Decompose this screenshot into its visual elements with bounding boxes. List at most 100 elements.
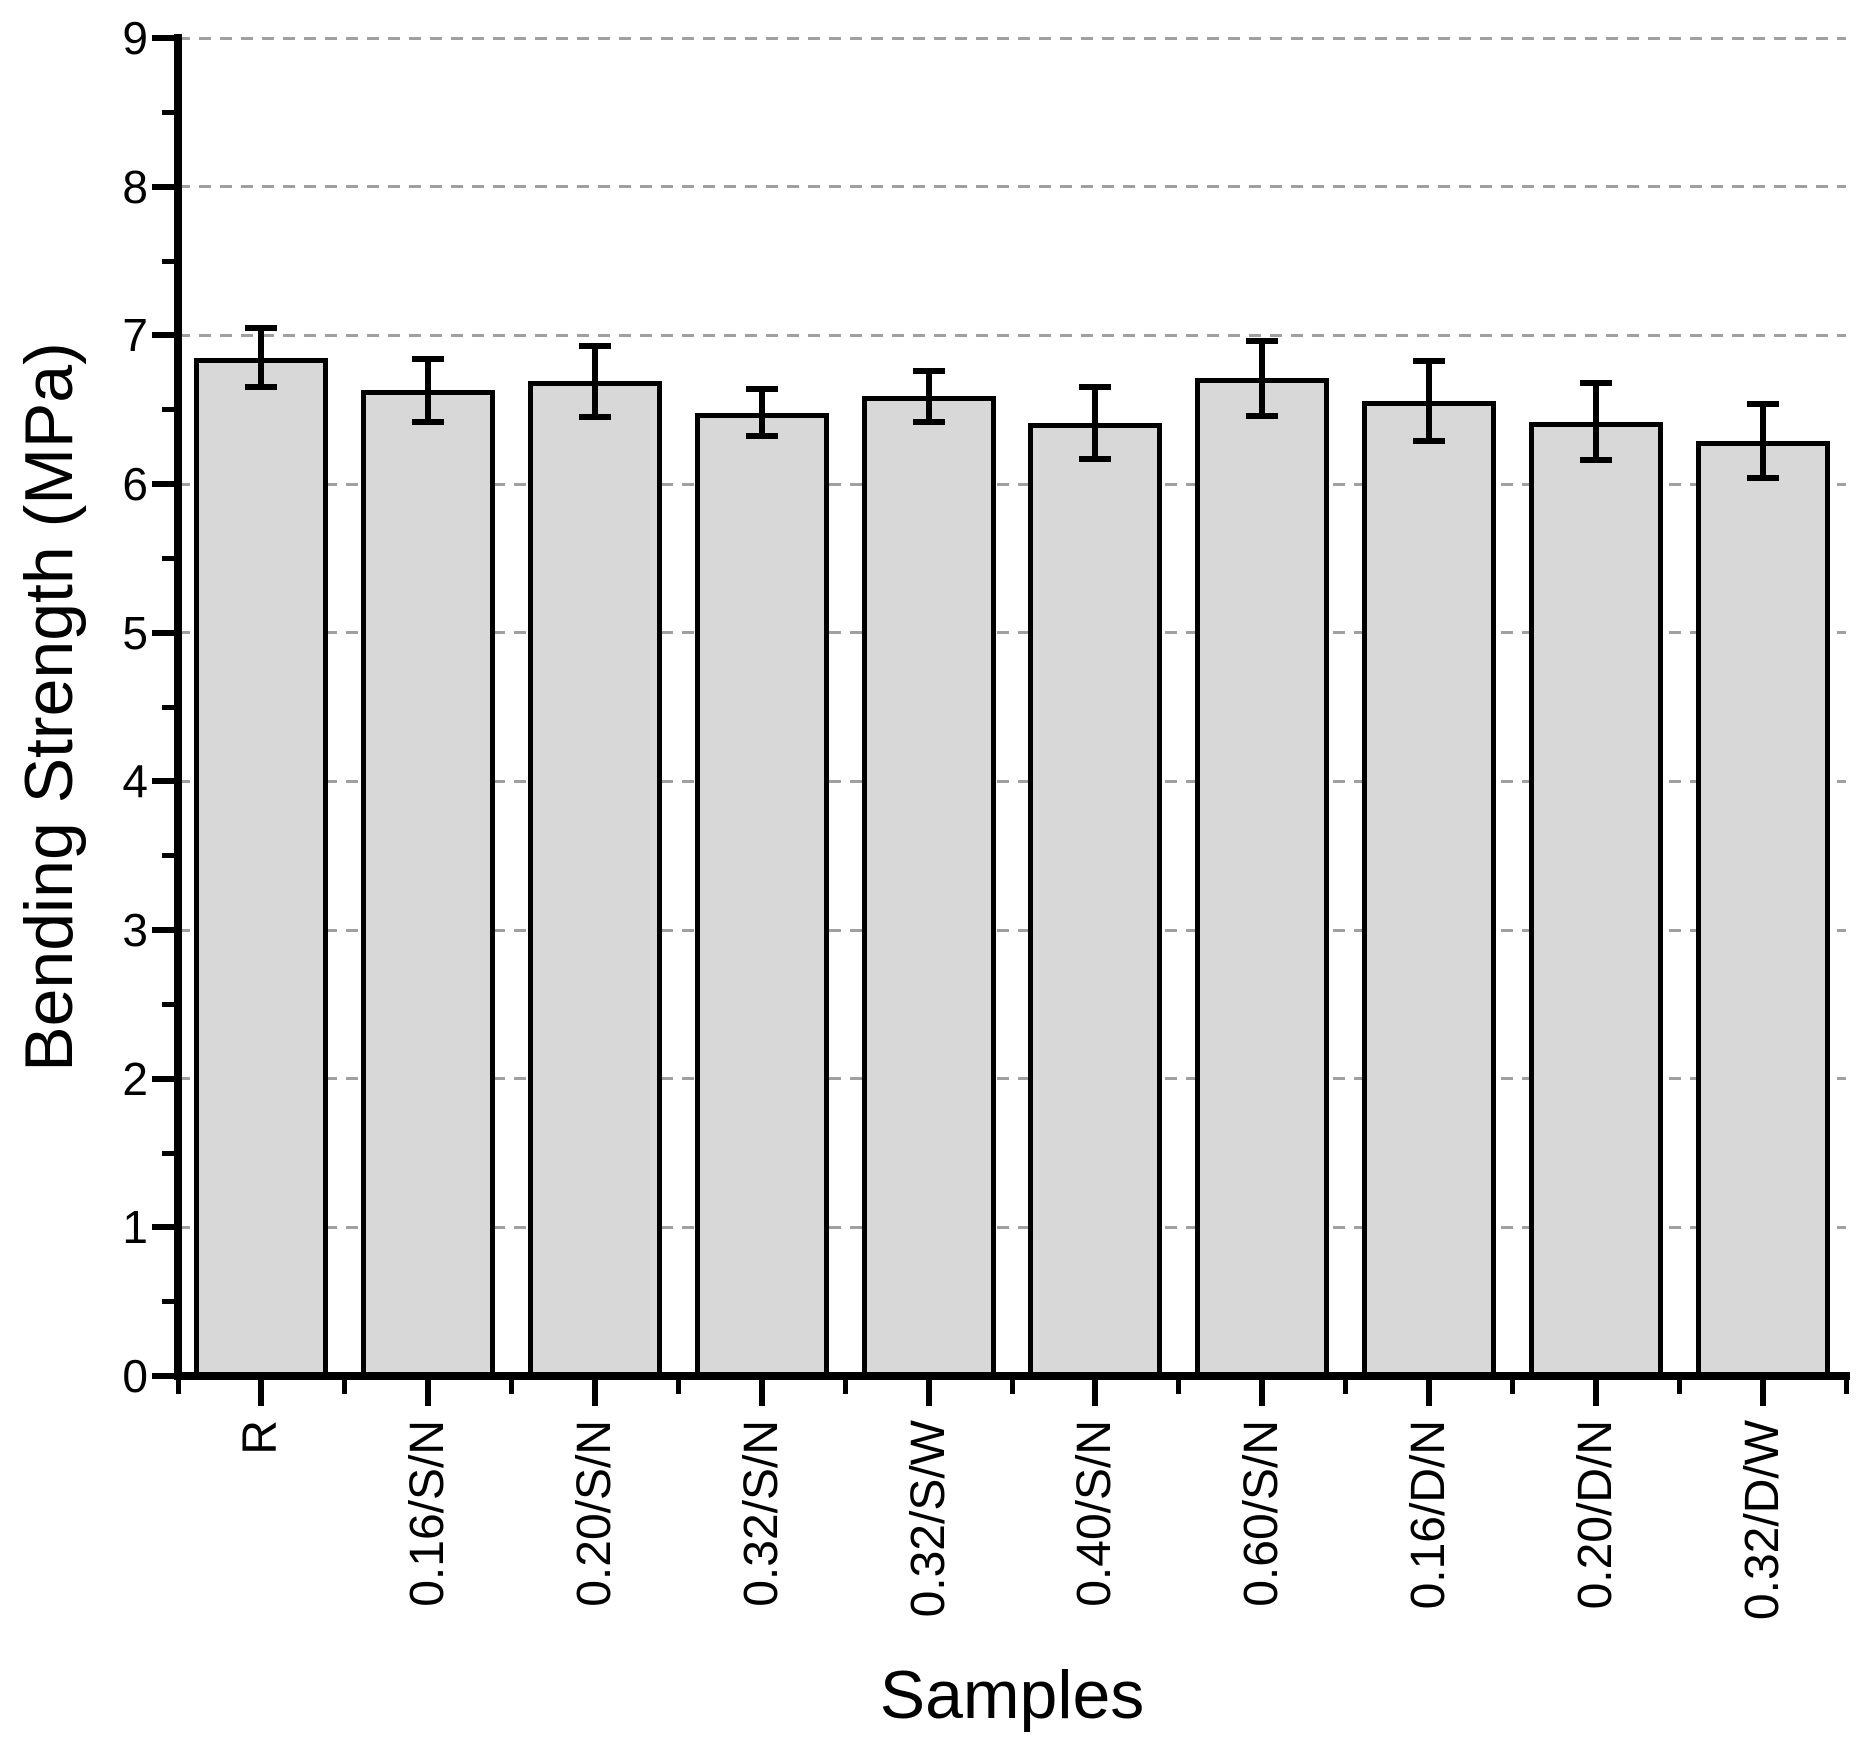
error-bar-line bbox=[258, 324, 265, 391]
bar bbox=[1195, 378, 1330, 1380]
y-major-tick bbox=[152, 481, 174, 487]
x-minor-tick bbox=[842, 1380, 848, 1394]
y-gridline bbox=[178, 185, 1846, 189]
y-tick-label: 4 bbox=[122, 755, 148, 808]
y-major-tick bbox=[152, 629, 174, 636]
error-bar-cap-bottom bbox=[1413, 437, 1445, 444]
x-minor-tick bbox=[342, 1380, 348, 1394]
y-tick-label: 5 bbox=[122, 606, 148, 659]
error-bar-cap-top bbox=[1413, 357, 1445, 364]
y-gridline bbox=[178, 482, 1846, 486]
x-tick-label: 0.20/D/N bbox=[1568, 1420, 1622, 1610]
y-major-tick bbox=[152, 1224, 174, 1231]
error-bar-line bbox=[1592, 379, 1599, 464]
y-minor-tick bbox=[162, 853, 174, 859]
y-tick-label: 1 bbox=[122, 1201, 148, 1254]
y-gridline bbox=[178, 779, 1846, 783]
x-minor-tick bbox=[1843, 1380, 1849, 1394]
x-major-tick bbox=[1592, 1380, 1599, 1406]
error-bar-cap-top bbox=[745, 385, 778, 392]
x-minor-tick bbox=[1176, 1380, 1182, 1394]
bar bbox=[861, 396, 996, 1380]
x-tick-label: 0.20/S/N bbox=[568, 1420, 621, 1607]
x-minor-tick bbox=[1343, 1380, 1349, 1394]
x-tick-label: 0.32/S/W bbox=[901, 1420, 955, 1618]
x-major-tick bbox=[758, 1380, 765, 1406]
y-tick-label: 8 bbox=[122, 160, 148, 213]
bar bbox=[194, 357, 329, 1380]
x-major-tick bbox=[592, 1380, 598, 1406]
error-bar-line bbox=[425, 356, 432, 425]
x-major-tick bbox=[1426, 1380, 1432, 1406]
y-gridline bbox=[178, 333, 1846, 337]
y-minor-tick bbox=[162, 1150, 174, 1156]
error-bar-cap-bottom bbox=[1746, 475, 1779, 482]
y-minor-tick bbox=[162, 704, 174, 710]
error-bar-cap-bottom bbox=[1079, 455, 1112, 462]
y-minor-tick bbox=[162, 555, 174, 561]
error-bar-cap-bottom bbox=[1579, 457, 1612, 464]
error-bar-line bbox=[1426, 357, 1432, 444]
y-tick-label: 3 bbox=[122, 904, 148, 956]
bar bbox=[1362, 400, 1496, 1380]
y-minor-tick bbox=[162, 407, 174, 413]
error-bar-cap-top bbox=[1246, 338, 1279, 345]
error-bar-line bbox=[1259, 338, 1266, 419]
y-tick-label: 7 bbox=[122, 309, 148, 362]
error-bar-line bbox=[1092, 384, 1099, 462]
x-axis-title: Samples bbox=[879, 1657, 1145, 1733]
x-tick-label: R bbox=[234, 1420, 288, 1455]
bar bbox=[1528, 421, 1663, 1380]
x-minor-tick bbox=[675, 1380, 681, 1394]
error-bar-cap-bottom bbox=[245, 384, 278, 391]
error-bar-cap-top bbox=[912, 368, 945, 374]
x-major-tick bbox=[258, 1380, 265, 1406]
x-tick-label: 0.16/D/N bbox=[1402, 1420, 1455, 1610]
error-bar-cap-top bbox=[1579, 379, 1612, 386]
x-tick-label: 0.32/S/N bbox=[734, 1420, 788, 1607]
bar bbox=[694, 412, 829, 1380]
y-minor-tick bbox=[162, 109, 174, 115]
x-major-tick bbox=[925, 1380, 932, 1406]
error-bar-line bbox=[1759, 400, 1766, 482]
y-minor-tick bbox=[162, 1299, 174, 1305]
error-bar-cap-top bbox=[412, 356, 445, 363]
y-major-tick bbox=[152, 1373, 174, 1379]
y-major-tick bbox=[152, 927, 174, 933]
y-axis-title: Bending Strength (MPa) bbox=[11, 342, 87, 1072]
error-bar-cap-bottom bbox=[1246, 412, 1279, 419]
x-major-tick bbox=[1259, 1380, 1266, 1406]
error-bar-line bbox=[758, 385, 765, 440]
y-major-tick bbox=[152, 183, 174, 190]
x-minor-tick bbox=[509, 1380, 515, 1394]
x-minor-tick bbox=[175, 1380, 181, 1394]
y-tick-label: 9 bbox=[122, 12, 148, 64]
y-gridline bbox=[178, 1225, 1846, 1229]
y-minor-tick bbox=[162, 258, 174, 264]
y-axis-spine bbox=[174, 34, 182, 1380]
bar bbox=[528, 381, 662, 1380]
error-bar-cap-top bbox=[245, 324, 278, 331]
bar bbox=[361, 390, 496, 1380]
y-tick-label: 2 bbox=[122, 1052, 148, 1105]
y-gridline bbox=[178, 631, 1846, 635]
y-gridline bbox=[178, 36, 1846, 40]
error-bar-cap-bottom bbox=[745, 433, 778, 440]
y-major-tick bbox=[152, 1075, 174, 1082]
y-gridline bbox=[178, 928, 1846, 932]
bar bbox=[1028, 423, 1163, 1380]
y-tick-label: 0 bbox=[122, 1350, 148, 1402]
x-tick-label: 0.60/S/N bbox=[1235, 1420, 1289, 1607]
error-bar-cap-top bbox=[579, 342, 611, 349]
x-axis-spine bbox=[174, 1372, 1850, 1380]
x-major-tick bbox=[1092, 1380, 1099, 1406]
bar bbox=[1695, 440, 1830, 1380]
error-bar-cap-top bbox=[1746, 400, 1779, 407]
x-tick-label: 0.40/S/N bbox=[1068, 1420, 1122, 1607]
y-major-tick bbox=[152, 35, 174, 41]
error-bar-cap-top bbox=[1079, 384, 1112, 391]
y-minor-tick bbox=[162, 1001, 174, 1007]
y-major-tick bbox=[152, 332, 174, 339]
y-major-tick bbox=[152, 778, 174, 785]
